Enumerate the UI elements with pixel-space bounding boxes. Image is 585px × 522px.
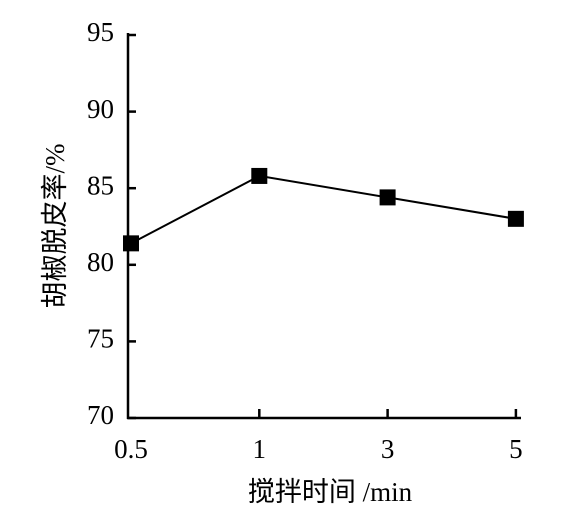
y-tick-label: 75 (87, 324, 114, 354)
x-tick-label: 0.5 (114, 434, 148, 464)
x-tick-label: 5 (509, 434, 523, 464)
x-axis-label: 搅拌时间 /min (248, 477, 413, 507)
x-tick-label: 1 (253, 434, 267, 464)
line (130, 174, 517, 245)
x-tick-label: 3 (381, 434, 395, 464)
y-tick-label: 80 (87, 247, 114, 277)
y-tick-label: 85 (87, 170, 114, 200)
y-tick-label: 70 (87, 400, 114, 430)
y-tick-label: 90 (87, 94, 114, 124)
marker (251, 167, 268, 184)
marker (507, 210, 524, 227)
y-axis-label: 胡椒脱皮率/% (40, 144, 70, 309)
y-tick-label: 95 (87, 17, 114, 47)
marker (379, 189, 396, 206)
marker (123, 235, 139, 252)
